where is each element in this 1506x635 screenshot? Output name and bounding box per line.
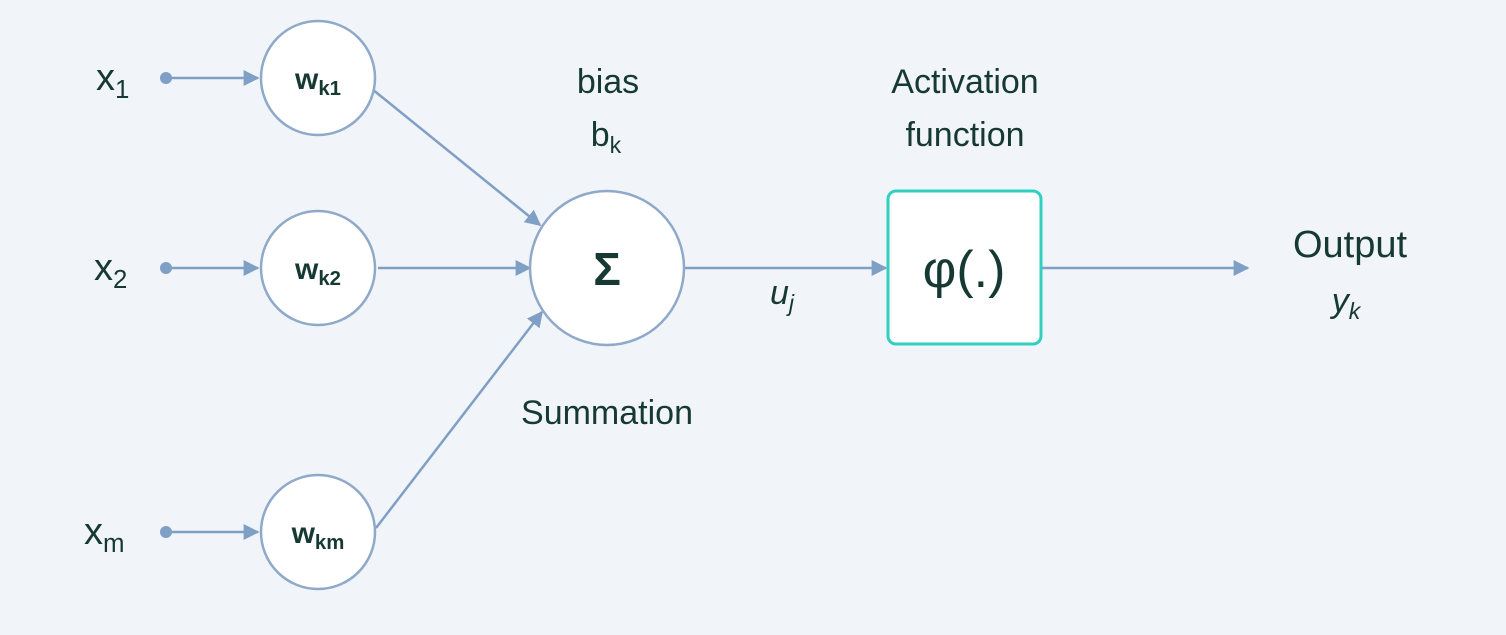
intermediate-label: uj: [770, 274, 795, 316]
weight-node-1: wk1: [259, 19, 377, 137]
weight-node-2: wk2: [259, 209, 377, 327]
summation-label: Summation: [521, 394, 693, 432]
input-1-label: x1: [96, 57, 129, 104]
weight-node-1-circle: [259, 19, 377, 137]
input-2-dot: [160, 262, 172, 274]
weight-1-label: wk1: [294, 63, 341, 100]
weight-1-to-summation-arrow: [371, 88, 542, 227]
input-m-dot: [160, 526, 172, 538]
input-1-dot: [160, 72, 172, 84]
summation-node: Σ: [528, 189, 686, 347]
weight-node-m: wkm: [259, 473, 377, 591]
activation-node: φ(.): [886, 189, 1043, 346]
bias-title: bias: [577, 63, 639, 101]
input-dots: [160, 72, 172, 538]
weight-m-to-summation-arrow: [375, 310, 543, 529]
input-m-label: xm: [84, 511, 125, 558]
activation-symbol: φ(.): [923, 241, 1006, 299]
activation-title-line2: function: [905, 116, 1024, 154]
output-symbol: yk: [1330, 282, 1362, 324]
weight-node-m-circle: [259, 473, 377, 591]
summation-circle: [528, 189, 686, 347]
weight-2-label: wk2: [294, 253, 341, 290]
activation-box: [886, 189, 1043, 346]
input-2-label: x2: [94, 247, 127, 294]
summation-symbol: Σ: [593, 243, 621, 295]
weight-node-2-circle: [259, 209, 377, 327]
activation-title-line1: Activation: [891, 63, 1038, 101]
connectors: [164, 70, 1250, 540]
weight-m-label: wkm: [291, 517, 345, 554]
output-title: Output: [1293, 224, 1408, 266]
bias-symbol: bk: [591, 116, 622, 158]
